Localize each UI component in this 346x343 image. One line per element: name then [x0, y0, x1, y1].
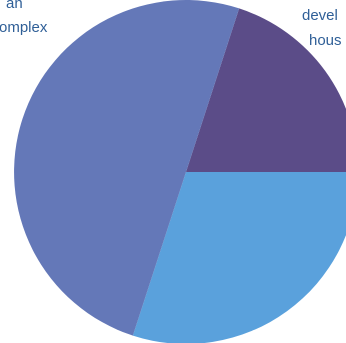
pie-slice-left: [14, 0, 240, 336]
pie-slices: [14, 0, 346, 343]
pie-slice-lower-right: [132, 172, 346, 343]
pie-label-top-right-line-1: devel: [302, 7, 338, 24]
pie-label-top-right-line-2: hous: [309, 32, 342, 49]
pie-label-top-left-line-1: an: [6, 0, 23, 12]
pie-slice-upper-right: [186, 8, 346, 172]
pie-label-top-left-line-2: omplex: [0, 19, 48, 36]
